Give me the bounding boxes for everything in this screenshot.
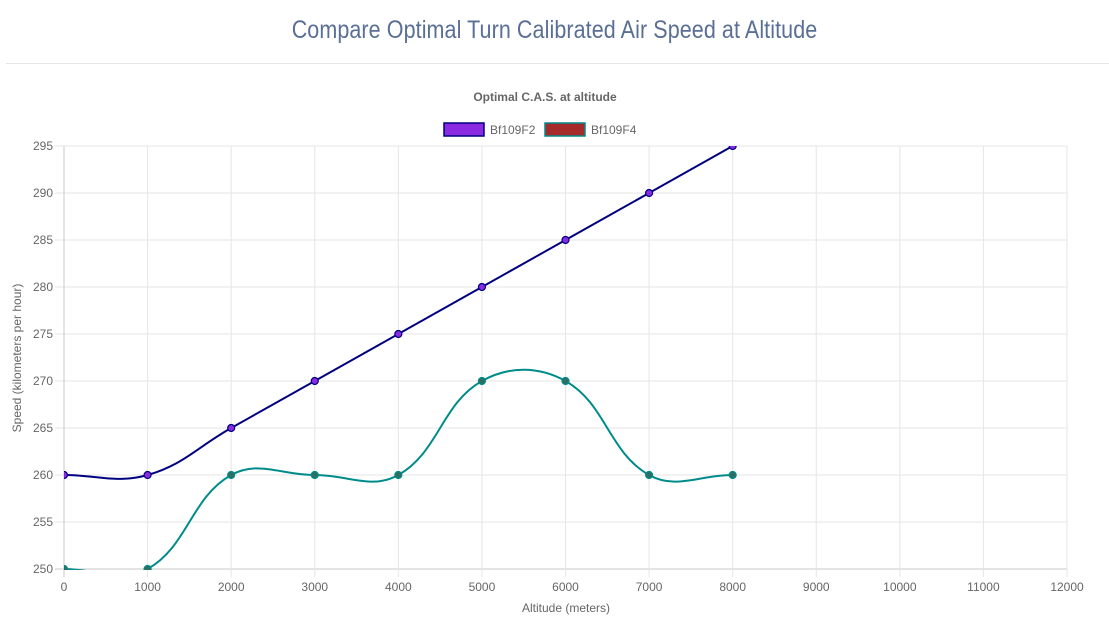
data-point[interactable] — [310, 470, 319, 480]
x-tick-label: 12000 — [1050, 580, 1084, 594]
y-tick-label: 275 — [33, 327, 53, 341]
legend-item-bf109f2[interactable]: Bf109F2 — [443, 122, 536, 137]
x-tick-label: 9000 — [803, 580, 830, 594]
data-point[interactable] — [310, 376, 319, 386]
x-tick-label: 4000 — [385, 580, 412, 594]
y-tick-label: 295 — [33, 139, 53, 153]
data-point[interactable] — [61, 564, 69, 573]
header-divider — [6, 63, 1109, 64]
x-tick-label: 8000 — [719, 580, 746, 594]
y-tick-label: 255 — [33, 515, 53, 529]
legend-item-bf109f4[interactable]: Bf109F4 — [544, 122, 637, 137]
data-point[interactable] — [728, 143, 737, 151]
data-point[interactable] — [644, 188, 654, 198]
legend: Bf109F2 Bf109F4 — [443, 122, 637, 137]
x-tick-label: 1000 — [134, 580, 161, 594]
grid — [55, 145, 1068, 577]
line-chart: Optimal C.A.S. at altitude Bf109F2 Bf109F… — [10, 90, 1084, 615]
legend-swatch — [443, 122, 485, 137]
chart-title: Optimal C.A.S. at altitude — [473, 90, 617, 104]
legend-label: Bf109F2 — [490, 123, 536, 137]
data-point[interactable] — [644, 470, 654, 480]
x-tick-label: 5000 — [469, 580, 496, 594]
y-tick-label: 285 — [33, 233, 53, 247]
data-point[interactable] — [561, 235, 570, 245]
data-point[interactable] — [227, 423, 236, 433]
x-axis-ticks: 0 1000 2000 3000 4000 5000 6000 7000 8000 9000 100… — [61, 580, 1084, 594]
y-axis-ticks: 250 255 260 265 270 275 280 285 290 295 — [33, 139, 53, 576]
y-tick-label: 270 — [33, 374, 53, 388]
series-bf109f2 — [61, 143, 737, 480]
x-tick-label: 10000 — [883, 580, 917, 594]
y-tick-label: 260 — [33, 468, 53, 482]
x-tick-label: 11000 — [967, 580, 1000, 594]
data-point[interactable] — [477, 376, 487, 386]
data-point[interactable] — [227, 470, 236, 480]
series-layer — [61, 143, 737, 573]
series-line — [64, 146, 735, 480]
data-point[interactable] — [143, 564, 152, 573]
x-tick-label: 7000 — [636, 580, 663, 594]
data-point[interactable] — [394, 329, 403, 339]
data-point[interactable] — [477, 282, 487, 292]
y-tick-label: 265 — [33, 421, 53, 435]
y-tick-label: 290 — [33, 186, 53, 200]
data-point[interactable] — [728, 470, 737, 480]
data-point[interactable] — [61, 470, 69, 480]
data-point[interactable] — [143, 470, 152, 480]
x-tick-label: 6000 — [552, 580, 579, 594]
data-point[interactable] — [394, 470, 403, 480]
y-tick-label: 280 — [33, 280, 53, 294]
data-point[interactable] — [561, 376, 570, 386]
x-tick-label: 0 — [61, 580, 68, 594]
x-tick-label: 3000 — [301, 580, 328, 594]
legend-swatch — [544, 122, 586, 137]
page-header: Compare Optimal Turn Calibrated Air Spee… — [0, 0, 1109, 64]
x-axis-title: Altitude (meters) — [522, 601, 610, 615]
page-title: Compare Optimal Turn Calibrated Air Spee… — [291, 16, 818, 44]
y-axis-title: Speed (kilometers per hour) — [10, 284, 24, 433]
x-tick-label: 2000 — [218, 580, 245, 594]
series-bf109f4 — [61, 368, 737, 573]
y-tick-label: 250 — [33, 562, 53, 576]
legend-label: Bf109F4 — [591, 123, 637, 137]
